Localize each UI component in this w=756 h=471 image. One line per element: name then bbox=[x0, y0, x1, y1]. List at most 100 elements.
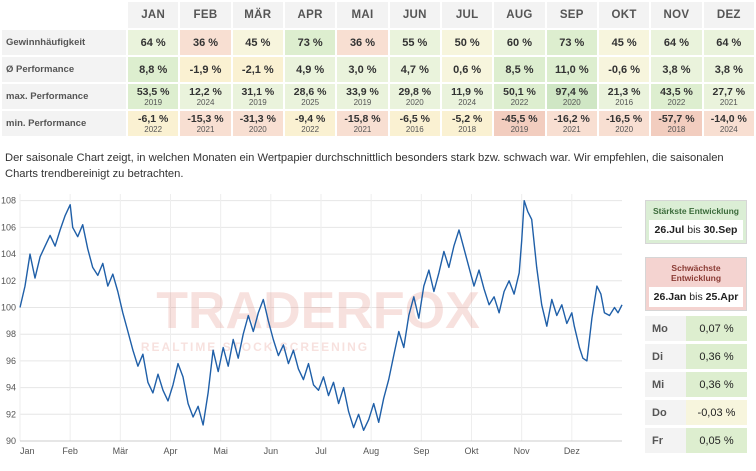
x-tick-label: Jan bbox=[20, 446, 35, 456]
stat-cell: 50 % bbox=[441, 30, 493, 55]
stat-cell: 73 % bbox=[284, 30, 336, 55]
weekday-row: Mo 0,07 % bbox=[645, 316, 747, 341]
stat-value: 12,2 % bbox=[189, 85, 222, 98]
seasonal-chart: TRADERFOX REALTIME STOCK SCREENING 90929… bbox=[1, 194, 623, 456]
month-header: AUG bbox=[494, 2, 545, 28]
stat-cell: 64 % bbox=[128, 30, 179, 55]
stat-year: 2020 bbox=[405, 97, 424, 107]
stat-year: 2020 bbox=[248, 124, 267, 134]
stat-year: 2019 bbox=[353, 97, 372, 107]
stat-value: 11,9 % bbox=[451, 85, 484, 98]
stat-cell: -9,4 % 2022 bbox=[284, 111, 336, 136]
weakest-title: Schwächste Entwicklung bbox=[670, 263, 722, 283]
weekday-row: Do -0,03 % bbox=[645, 400, 747, 425]
seasonal-stats-table: JAN FEB MÄR APR MAI JUN JUL AUG SEP OKT NOV DEZ Gew… bbox=[0, 0, 756, 138]
stat-cell: 53,5 % 2019 bbox=[128, 84, 179, 109]
stat-value: -6,1 % bbox=[137, 112, 169, 125]
strongest-sep: bis bbox=[687, 224, 701, 236]
row-label: max. Performance bbox=[2, 84, 126, 109]
x-tick-label: Dez bbox=[564, 446, 581, 456]
stat-value: -15,3 % bbox=[187, 112, 224, 125]
avg-performance-row: Ø Performance 8,8 % -1,9 % -2,1 % 4,9 % 3,0 … bbox=[2, 57, 754, 82]
max-performance-row: max. Performance 53,5 % 2019 12,2 % 2024 31,… bbox=[2, 84, 754, 109]
win-rate-row: Gewinnhäufigkeit 64 % 36 % 45 % 73 % 36 % 55 … bbox=[2, 30, 754, 55]
traderfox-watermark: TRADERFOX REALTIME STOCK SCREENING bbox=[141, 282, 480, 354]
stat-value: -45,5 % bbox=[501, 112, 538, 125]
y-tick-label: 106 bbox=[1, 222, 16, 232]
stat-cell: 31,1 % 2019 bbox=[232, 84, 283, 109]
stat-value: 27,7 % bbox=[712, 85, 746, 98]
x-tick-label: Aug bbox=[363, 446, 379, 456]
stat-cell: 97,4 % 2020 bbox=[546, 84, 597, 109]
watermark-brand: TRADERFOX bbox=[156, 282, 480, 340]
stat-year: 2016 bbox=[615, 97, 634, 107]
stat-cell: 11,9 % 2024 bbox=[441, 84, 493, 109]
chart-grid bbox=[19, 194, 622, 442]
weekday-row: Di 0,36 % bbox=[645, 344, 747, 369]
month-header-row: JAN FEB MÄR APR MAI JUN JUL AUG SEP OKT NOV DEZ bbox=[2, 2, 754, 28]
weakest-to: 25.Apr bbox=[705, 291, 739, 303]
y-tick-label: 108 bbox=[1, 196, 16, 206]
stat-year: 2016 bbox=[405, 124, 424, 134]
stat-year: 2018 bbox=[667, 124, 686, 134]
stat-cell: 29,8 % 2020 bbox=[389, 84, 440, 109]
weekday-value: 0,36 % bbox=[686, 372, 747, 397]
watermark-tagline: REALTIME STOCK SCREENING bbox=[141, 340, 369, 354]
x-tick-label: Mai bbox=[213, 446, 228, 456]
y-tick-label: 100 bbox=[1, 302, 16, 312]
stat-year: 2021 bbox=[719, 97, 738, 107]
stat-value: 50,1 % bbox=[503, 85, 536, 98]
x-tick-label: Sep bbox=[413, 446, 429, 456]
stat-value: -9,4 % bbox=[294, 112, 326, 125]
y-tick-label: 96 bbox=[6, 356, 16, 366]
y-tick-label: 94 bbox=[6, 383, 16, 393]
stat-year: 2022 bbox=[301, 124, 320, 134]
strongest-to: 30.Sep bbox=[703, 224, 738, 236]
weakest-range: 26.Jan bis 25.Apr bbox=[649, 287, 743, 307]
row-label: Gewinnhäufigkeit bbox=[2, 30, 126, 55]
x-tick-label: Okt bbox=[464, 446, 479, 456]
stat-cell: 73 % bbox=[546, 30, 597, 55]
stat-cell: 8,8 % bbox=[128, 57, 179, 82]
stat-cell: 3,0 % bbox=[337, 57, 388, 82]
stat-cell: 45 % bbox=[232, 30, 283, 55]
month-header: APR bbox=[284, 2, 336, 28]
month-header: MAI bbox=[337, 2, 388, 28]
weekday-name: Do bbox=[645, 400, 686, 425]
stat-year: 2024 bbox=[196, 97, 215, 107]
weekday-name: Mi bbox=[645, 372, 686, 397]
stat-year: 2018 bbox=[458, 124, 477, 134]
weakest-from: 26.Jan bbox=[653, 291, 687, 303]
stat-cell: 43,5 % 2022 bbox=[651, 84, 702, 109]
min-performance-row: min. Performance -6,1 % 2022 -15,3 % 2021 -3… bbox=[2, 111, 754, 136]
stat-cell: -6,1 % 2022 bbox=[128, 111, 179, 136]
strongest-range: 26.Jul bis 30.Sep bbox=[649, 220, 743, 240]
stat-cell: 3,8 % bbox=[703, 57, 754, 82]
stat-cell: 21,3 % 2016 bbox=[598, 84, 650, 109]
strongest-from: 26.Jul bbox=[654, 224, 685, 236]
header-corner bbox=[2, 2, 126, 28]
stat-value: 53,5 % bbox=[136, 85, 170, 98]
stat-cell: -16,5 % 2020 bbox=[598, 111, 650, 136]
stat-cell: -45,5 % 2019 bbox=[494, 111, 545, 136]
weekday-name: Di bbox=[645, 344, 686, 369]
stat-cell: 3,8 % bbox=[651, 57, 702, 82]
stat-cell: -6,5 % 2016 bbox=[389, 111, 440, 136]
weekday-value: 0,07 % bbox=[686, 316, 747, 341]
stat-cell: -14,0 % 2024 bbox=[703, 111, 754, 136]
stat-value: -31,3 % bbox=[239, 112, 276, 125]
stat-cell: 36 % bbox=[180, 30, 231, 55]
stat-year: 2019 bbox=[144, 97, 163, 107]
y-tick-label: 104 bbox=[1, 249, 16, 259]
stat-value: 43,5 % bbox=[660, 85, 693, 98]
stat-cell: -2,1 % bbox=[232, 57, 283, 82]
stat-value: 29,8 % bbox=[398, 85, 432, 98]
stat-value: -16,2 % bbox=[553, 112, 590, 125]
month-header: SEP bbox=[546, 2, 597, 28]
stat-year: 2024 bbox=[458, 97, 477, 107]
x-tick-label: Jul bbox=[315, 446, 327, 456]
stat-cell: -1,9 % bbox=[180, 57, 231, 82]
weekday-value: 0,36 % bbox=[686, 344, 747, 369]
stat-value: -6,5 % bbox=[399, 112, 430, 125]
month-header: NOV bbox=[651, 2, 702, 28]
